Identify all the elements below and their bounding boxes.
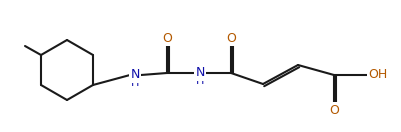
Text: H: H [131,78,139,88]
Text: N: N [195,67,205,79]
Text: N: N [130,69,140,81]
Text: O: O [329,103,339,117]
Text: OH: OH [369,69,388,81]
Text: O: O [226,32,236,44]
Text: H: H [196,76,204,86]
Text: O: O [162,32,172,44]
